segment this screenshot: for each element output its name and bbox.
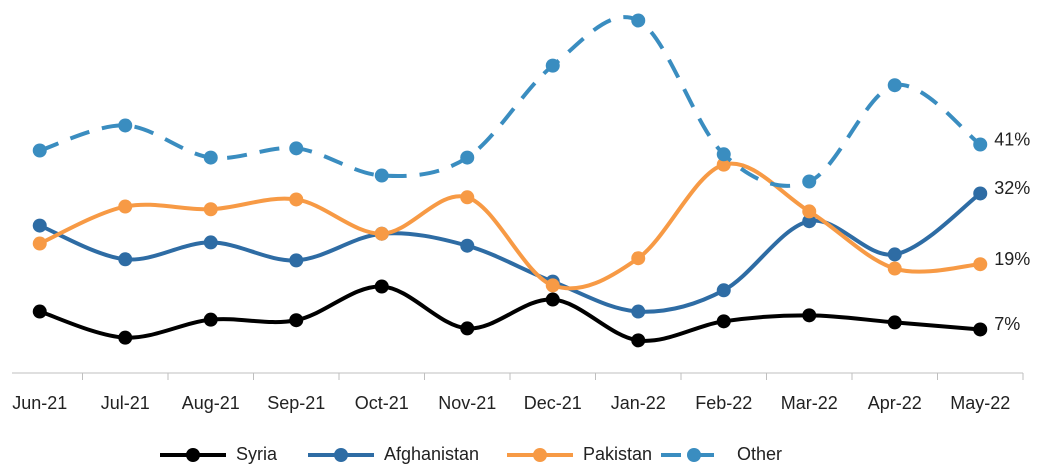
point xyxy=(460,150,475,165)
point xyxy=(973,257,988,272)
legend-label: Syria xyxy=(236,444,278,464)
point xyxy=(118,330,133,345)
point xyxy=(887,247,902,262)
legend-marker xyxy=(533,448,547,462)
point xyxy=(973,186,988,201)
point xyxy=(887,261,902,276)
legend-marker xyxy=(687,448,701,462)
point xyxy=(802,204,817,219)
x-tick-label: Jul-21 xyxy=(101,393,150,413)
point xyxy=(802,174,817,189)
point xyxy=(289,192,304,207)
point xyxy=(118,252,133,267)
x-tick-label: May-22 xyxy=(950,393,1010,413)
point xyxy=(203,312,218,327)
x-tick-label: Apr-22 xyxy=(868,393,922,413)
point xyxy=(118,118,133,133)
legend-marker xyxy=(334,448,348,462)
point xyxy=(631,13,646,28)
point xyxy=(545,58,560,73)
point xyxy=(374,226,389,241)
point xyxy=(802,308,817,323)
x-tick-label: Dec-21 xyxy=(524,393,582,413)
point xyxy=(203,235,218,250)
point xyxy=(460,321,475,336)
point xyxy=(203,150,218,165)
point xyxy=(118,199,133,214)
x-tick-label: Aug-21 xyxy=(182,393,240,413)
legend-label: Pakistan xyxy=(583,444,652,464)
point xyxy=(32,304,47,319)
point xyxy=(32,218,47,233)
series-line xyxy=(39,15,982,188)
data-label: 19% xyxy=(994,249,1030,269)
point xyxy=(289,253,304,268)
point xyxy=(32,236,47,251)
data-label: 32% xyxy=(994,178,1030,198)
point xyxy=(716,314,731,329)
series-line xyxy=(38,161,981,291)
x-tick-label: Sep-21 xyxy=(267,393,325,413)
point xyxy=(374,279,389,294)
point xyxy=(973,322,988,337)
point xyxy=(716,283,731,298)
point xyxy=(802,214,817,229)
point xyxy=(545,292,560,307)
x-tick-label: Mar-22 xyxy=(781,393,838,413)
point xyxy=(545,278,560,293)
data-label: 41% xyxy=(994,129,1030,149)
point xyxy=(289,141,304,156)
point xyxy=(460,190,475,205)
series-line xyxy=(38,191,982,314)
x-tick-label: Oct-21 xyxy=(355,393,409,413)
legend-marker xyxy=(186,448,200,462)
point xyxy=(374,168,389,183)
x-tick-label: Jun-21 xyxy=(12,393,67,413)
point xyxy=(631,333,646,348)
point xyxy=(716,147,731,162)
point xyxy=(973,137,988,152)
x-tick-label: Feb-22 xyxy=(695,393,752,413)
legend-label: Afghanistan xyxy=(384,444,479,464)
x-tick-label: Jan-22 xyxy=(611,393,666,413)
x-tick-label: Nov-21 xyxy=(438,393,496,413)
legend-label: Other xyxy=(737,444,782,464)
point xyxy=(887,315,902,330)
point xyxy=(887,78,902,93)
series-line xyxy=(39,284,981,343)
point xyxy=(631,251,646,266)
point xyxy=(289,313,304,328)
point xyxy=(716,157,731,172)
point xyxy=(32,143,47,158)
point xyxy=(460,238,475,253)
point xyxy=(203,202,218,217)
point xyxy=(631,304,646,319)
data-label: 7% xyxy=(994,314,1020,334)
